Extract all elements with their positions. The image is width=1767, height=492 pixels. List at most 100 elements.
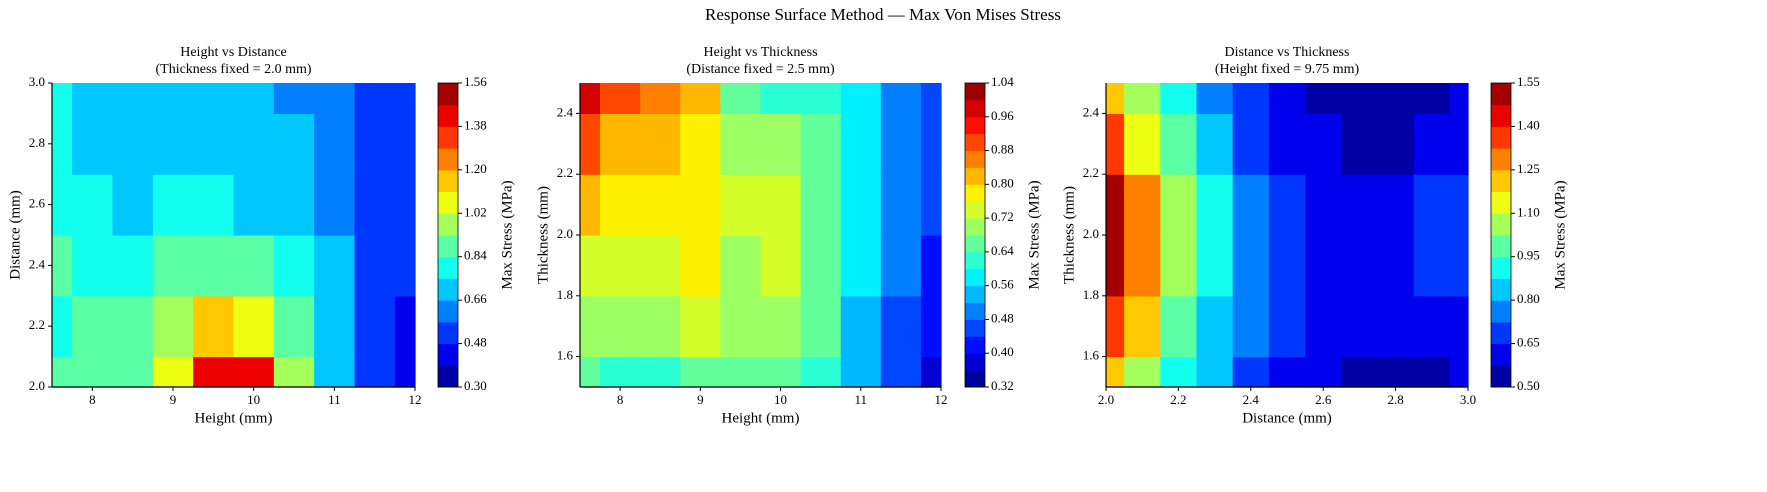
contour-cell (600, 113, 641, 175)
contour-cell (112, 113, 154, 175)
colorbar-band (965, 150, 985, 168)
contour-cell (920, 356, 942, 388)
contour-cell (354, 235, 396, 297)
contour-cell (52, 295, 73, 358)
contour-cell (920, 235, 942, 297)
contour-cell (680, 113, 721, 175)
contour-cell (1413, 113, 1451, 175)
contour-cell (52, 174, 73, 236)
contour-cell (354, 113, 396, 175)
contour-cell (354, 83, 396, 114)
x-tick-label: 11 (855, 392, 868, 407)
contour-cell (720, 174, 762, 236)
contour-cell (760, 113, 802, 175)
contour-cell (720, 113, 762, 175)
contour-cell (1124, 174, 1161, 236)
contour-cell (52, 235, 73, 297)
contour-cell (580, 356, 601, 388)
contour-cell (1160, 83, 1198, 114)
colorbar-band (965, 251, 985, 270)
colorbar-band (1491, 343, 1511, 366)
contour-cell (112, 174, 154, 236)
contour-cell (394, 113, 416, 175)
colorbar-tick-label: 1.40 (1517, 117, 1540, 132)
contour-cell (152, 83, 194, 114)
colorbar-band (965, 167, 985, 185)
contour-cell (394, 235, 416, 297)
colorbar-frame (437, 82, 459, 388)
contour-cell (152, 295, 194, 358)
contour-cell (72, 235, 114, 297)
colorbar-tick-label: 0.88 (991, 142, 1014, 157)
contour-cell (1341, 83, 1379, 114)
contour-cell (1377, 83, 1415, 114)
contour-cell (1160, 235, 1198, 297)
colorbar-tick-label: 0.40 (991, 344, 1014, 359)
contour-cell (1413, 174, 1451, 236)
contour-cell (680, 356, 721, 388)
contour-cell (152, 174, 194, 236)
y-tick-label: 2.0 (29, 378, 45, 393)
x-tick-label: 2.4 (1243, 392, 1260, 407)
contour-cell (1268, 83, 1306, 114)
x-tick-label: 2.2 (1170, 392, 1186, 407)
x-tick-label: 9 (697, 392, 704, 407)
contour-cell (72, 113, 114, 175)
contour-cell (600, 83, 641, 114)
contour-cell (193, 83, 235, 114)
colorbar-band (438, 278, 458, 301)
colorbar-tick-label: 1.02 (464, 204, 487, 219)
contour-cell (1449, 356, 1469, 388)
x-tick-label: 9 (170, 392, 177, 407)
contour-cell (1305, 295, 1342, 358)
contour-cell (720, 83, 762, 114)
contour-cell (1305, 235, 1342, 297)
contour-cell (760, 295, 802, 358)
contour-cell (840, 356, 882, 388)
contour-cell (394, 174, 416, 236)
contour-cell (1196, 83, 1234, 114)
contour-cell (1413, 235, 1451, 297)
contour-cell (152, 356, 194, 388)
contour-cell (580, 113, 601, 175)
colorbar-band (1491, 235, 1511, 258)
contour-cell (193, 356, 235, 388)
contour-cell (112, 235, 154, 297)
contour-cell (880, 295, 922, 358)
contour-cell (193, 235, 235, 297)
y-tick-label: 2.4 (1083, 104, 1100, 119)
contour-cell (1124, 235, 1161, 297)
y-axis-label: Thickness (mm) (1061, 186, 1077, 284)
contour-cell (1124, 295, 1161, 358)
contour-cell (233, 113, 275, 175)
colorbar-tick-label: 1.56 (464, 74, 487, 89)
colorbar-tick-label: 0.66 (464, 291, 487, 306)
contour-cell (152, 113, 194, 175)
contour-cell (1196, 356, 1234, 388)
contour-cell (1268, 356, 1306, 388)
colorbar-tick-label: 1.20 (464, 161, 487, 176)
colorbar-tick-label: 0.95 (1517, 248, 1540, 263)
x-tick-label: 12 (935, 392, 948, 407)
contour-cell (800, 295, 842, 358)
x-axis-label: Distance (mm) (1242, 410, 1332, 426)
contour-cell (1106, 174, 1125, 236)
x-tick-label: 10 (774, 392, 787, 407)
colorbar-tick-label: 0.96 (991, 108, 1014, 123)
figure-title: Response Surface Method — Max Von Mises … (705, 5, 1061, 24)
contour-cell (233, 174, 275, 236)
contour-cell (1268, 295, 1306, 358)
x-tick-label: 10 (247, 392, 260, 407)
contour-cell (1106, 356, 1125, 388)
contour-cell (800, 113, 842, 175)
contour-cell (1106, 235, 1125, 297)
contour-cell (800, 235, 842, 297)
contour-cell (600, 356, 641, 388)
chart-subtitle: (Distance fixed = 2.5 mm) (686, 62, 835, 77)
contour-cell (72, 174, 114, 236)
contour-cell (800, 174, 842, 236)
contour-cell (233, 356, 275, 388)
colorbar-tick-label: 0.50 (1517, 378, 1540, 393)
contour-cell (1124, 113, 1161, 175)
x-axis-label: Height (mm) (195, 410, 273, 426)
